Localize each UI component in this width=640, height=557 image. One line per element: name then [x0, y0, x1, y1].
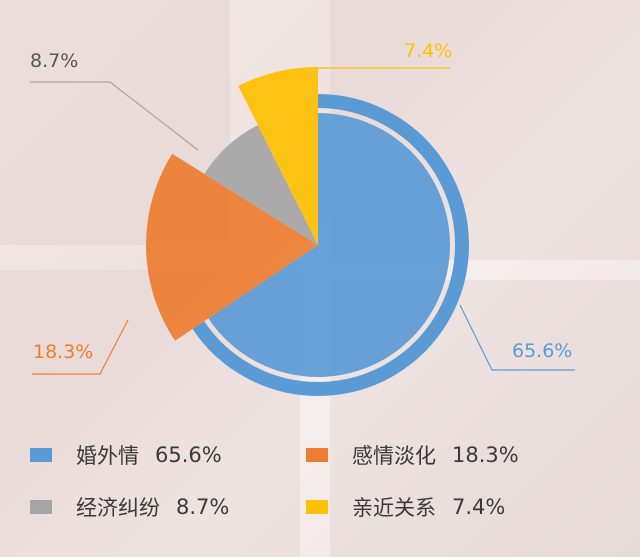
legend-item-close-relationship: 亲近关系 7.4%: [306, 492, 505, 522]
leader-line-financial-dispute: [30, 81, 199, 151]
data-label-financial-dispute: 8.7%: [30, 50, 78, 72]
legend-swatch-affair: [30, 448, 52, 462]
legend-label-financial-dispute: 经济纠纷: [76, 496, 160, 520]
legend-item-financial-dispute: 经济纠纷 8.7%: [30, 492, 229, 522]
legend-item-affair: 婚外情 65.6%: [30, 440, 222, 470]
legend-value-financial-dispute: 8.7%: [176, 495, 230, 519]
legend-value-close-relationship: 7.4%: [452, 495, 506, 519]
legend-label-fading-feelings: 感情淡化: [352, 444, 436, 468]
slice-financial-dispute: [204, 125, 318, 245]
data-label-close-relationship: 7.4%: [404, 40, 452, 62]
legend-value-fading-feelings: 18.3%: [452, 443, 519, 467]
legend-swatch-fading-feelings: [306, 448, 328, 462]
legend-item-fading-feelings: 感情淡化 18.3%: [306, 440, 519, 470]
data-label-affair: 65.6%: [512, 340, 572, 362]
leader-line-fading-feelings: [32, 319, 129, 375]
legend-label-close-relationship: 亲近关系: [352, 496, 436, 520]
leader-line-affair: [459, 304, 575, 371]
legend-swatch-close-relationship: [306, 500, 328, 514]
data-label-fading-feelings: 18.3%: [33, 341, 93, 363]
slice-affair-ring: [192, 94, 469, 396]
slice-affair: [208, 113, 450, 378]
legend-value-affair: 65.6%: [155, 443, 222, 467]
legend-swatch-financial-dispute: [30, 500, 52, 514]
slice-close-relationship: [238, 67, 318, 245]
legend-label-affair: 婚外情: [76, 444, 139, 468]
slice-fading-feelings: [146, 153, 318, 341]
